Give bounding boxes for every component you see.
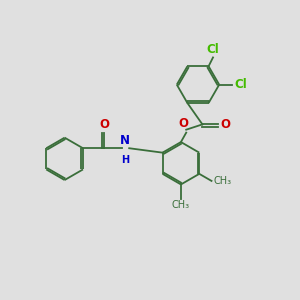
Text: Cl: Cl — [207, 43, 219, 56]
Text: H: H — [121, 155, 129, 165]
Text: O: O — [179, 117, 189, 130]
Text: CH₃: CH₃ — [172, 200, 190, 210]
Text: CH₃: CH₃ — [213, 176, 231, 186]
Text: N: N — [120, 134, 130, 147]
Text: O: O — [221, 118, 231, 131]
Text: O: O — [99, 118, 109, 130]
Text: Cl: Cl — [234, 78, 247, 91]
